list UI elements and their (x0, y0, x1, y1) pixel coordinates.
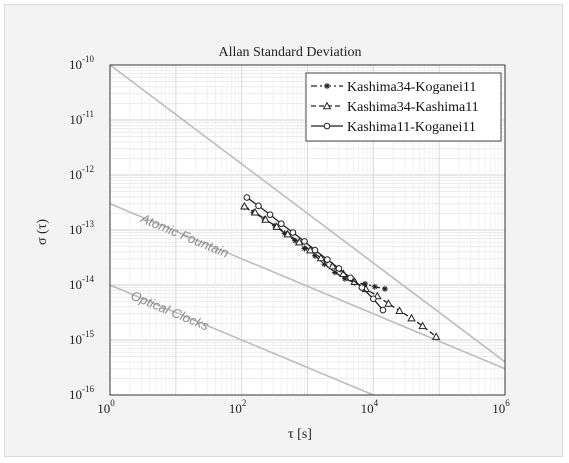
data-point (243, 194, 251, 201)
data-point (301, 238, 308, 245)
data-point (316, 253, 326, 262)
data-point (311, 246, 319, 254)
data-point (272, 222, 281, 230)
data-point (370, 295, 377, 303)
reference-line (110, 203, 505, 370)
y-tick-label: 10-14 (69, 274, 94, 292)
data-point (278, 220, 285, 228)
data-point (292, 237, 299, 244)
data-point (255, 202, 262, 210)
data-point (358, 284, 366, 291)
legend-entry-label: Kashima34-Kashima11 (347, 100, 479, 115)
plot-frame (109, 64, 506, 396)
data-series (240, 194, 441, 340)
x-tick-label: 106 (492, 398, 510, 416)
data-point (321, 261, 328, 268)
data-point (418, 321, 427, 330)
y-tick-labels: 10-10 10-11 10-12 10-13 10-14 10-15 10-16 (69, 54, 94, 402)
data-point (240, 201, 249, 210)
data-point (331, 269, 338, 276)
data-point (431, 332, 441, 340)
data-point (266, 211, 274, 218)
legend-entry-label: Kashima34-Koganei11 (347, 80, 476, 95)
chart-title: Allan Standard Deviation (218, 45, 361, 60)
data-point (289, 229, 297, 236)
data-point (261, 215, 270, 223)
data-point (295, 237, 304, 246)
data-point (281, 230, 288, 237)
y-tick-label: 10-13 (69, 219, 94, 237)
x-axis-label: τ [s] (288, 427, 312, 442)
data-point (347, 274, 354, 282)
y-tick-label: 10-12 (69, 164, 94, 182)
grid (110, 65, 505, 395)
data-point (379, 306, 387, 314)
data-point (328, 261, 337, 270)
x-tick-label: 104 (361, 398, 379, 416)
y-tick-label: 10-11 (69, 109, 94, 127)
legend: Kashima34-Koganei11 Kashima34-Kashima11 Ka… (305, 72, 502, 142)
data-point (395, 306, 404, 314)
data-point (384, 299, 393, 307)
data-point (381, 285, 388, 292)
reference-line (110, 284, 376, 395)
y-axis-label: σ (τ) (35, 219, 50, 245)
reference-line (110, 65, 505, 363)
y-tick-label: 10-15 (69, 329, 94, 347)
y-tick-label: 10-10 (69, 54, 94, 72)
data-point (335, 265, 343, 272)
data-point (250, 207, 260, 216)
data-point (407, 313, 416, 322)
data-point (324, 83, 330, 89)
data-point (301, 245, 308, 252)
data-point (341, 275, 348, 282)
legend-entry-label: Kashima11-Koganei11 (347, 120, 476, 135)
x-tick-label: 102 (229, 398, 247, 416)
x-tick-labels: 100 102 104 106 (97, 398, 510, 416)
data-point (312, 252, 319, 259)
data-point (322, 101, 332, 110)
data-point (362, 280, 369, 287)
x-tick-label: 100 (97, 398, 115, 416)
data-point (283, 229, 292, 238)
legend-box (305, 72, 502, 142)
data-point (324, 256, 331, 263)
data-point (371, 283, 378, 290)
data-point (323, 122, 331, 130)
y-tick-label: 10-16 (69, 384, 94, 402)
